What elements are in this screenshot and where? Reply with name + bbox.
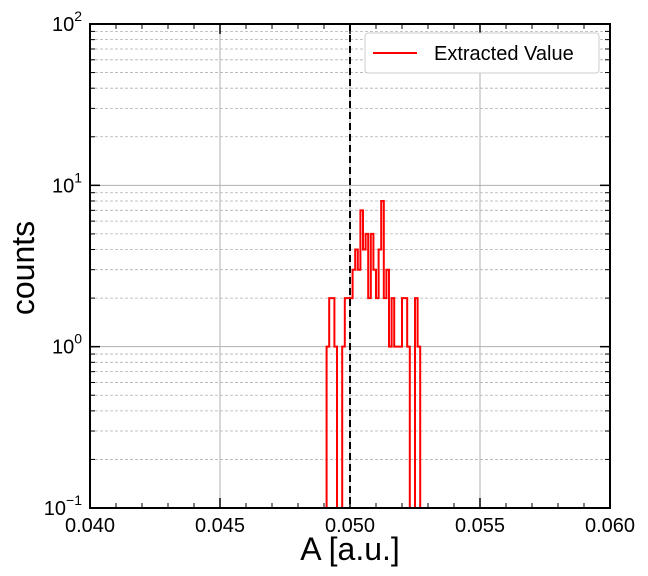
y-tick-label: 101 — [52, 169, 82, 197]
histogram-bin — [386, 270, 389, 508]
histogram-bin — [327, 347, 330, 508]
x-tick-label: 0.055 — [455, 515, 505, 537]
y-tick-exponent: −1 — [66, 492, 82, 508]
histogram-bin — [407, 347, 410, 508]
legend: Extracted Value — [364, 32, 600, 74]
histogram-bin — [334, 347, 337, 508]
histogram-bin — [368, 298, 371, 508]
histogram-bin — [342, 347, 345, 508]
x-tick-label: 0.060 — [585, 515, 635, 537]
x-tick-label: 0.040 — [65, 515, 115, 537]
histogram-step-line — [325, 199, 422, 509]
histogram-bin — [363, 250, 366, 508]
histogram-bin — [373, 270, 376, 508]
y-tick-base: 10 — [44, 498, 66, 520]
legend-box — [364, 32, 600, 74]
data-series — [325, 199, 422, 509]
histogram-bin — [366, 234, 369, 508]
histogram-bin — [329, 298, 332, 508]
histogram-bin — [355, 250, 358, 508]
y-tick-exponent: 1 — [74, 169, 82, 185]
x-tick-label: 0.050 — [325, 515, 375, 537]
histogram-bin — [402, 298, 405, 508]
histogram-bin — [371, 234, 374, 508]
histogram-bin — [381, 201, 384, 508]
y-tick-exponent: 2 — [74, 8, 82, 24]
y-tick-label: 100 — [52, 331, 82, 359]
y-tick-label: 102 — [52, 8, 82, 36]
y-tick-base: 10 — [52, 14, 74, 36]
x-tick-label: 0.045 — [195, 515, 245, 537]
y-tick-base: 10 — [52, 175, 74, 197]
histogram-bin — [345, 298, 348, 508]
y-axis-label: counts — [5, 221, 41, 315]
histogram-bin — [394, 347, 397, 508]
y-tick-label: 10−1 — [44, 492, 82, 520]
y-tick-exponent: 0 — [74, 331, 82, 347]
histogram-bin — [415, 298, 418, 508]
histogram-bin — [376, 298, 379, 508]
histogram-bin — [418, 347, 421, 508]
histogram-bin — [405, 298, 408, 508]
legend-label: Extracted Value — [434, 43, 574, 65]
histogram-bin — [389, 347, 392, 508]
y-tick-base: 10 — [52, 337, 74, 359]
histogram-bin — [379, 250, 382, 508]
x-axis-label: A [a.u.] — [300, 531, 400, 567]
histogram-bin — [384, 298, 387, 508]
histogram-bin — [358, 270, 361, 508]
histogram-bin — [397, 347, 400, 508]
histogram-bin — [392, 298, 395, 508]
histogram-bin — [332, 298, 335, 508]
histogram-bin — [360, 210, 363, 508]
histogram-bin — [399, 347, 402, 508]
histogram-bin — [353, 270, 356, 508]
plot-frame — [89, 23, 611, 509]
